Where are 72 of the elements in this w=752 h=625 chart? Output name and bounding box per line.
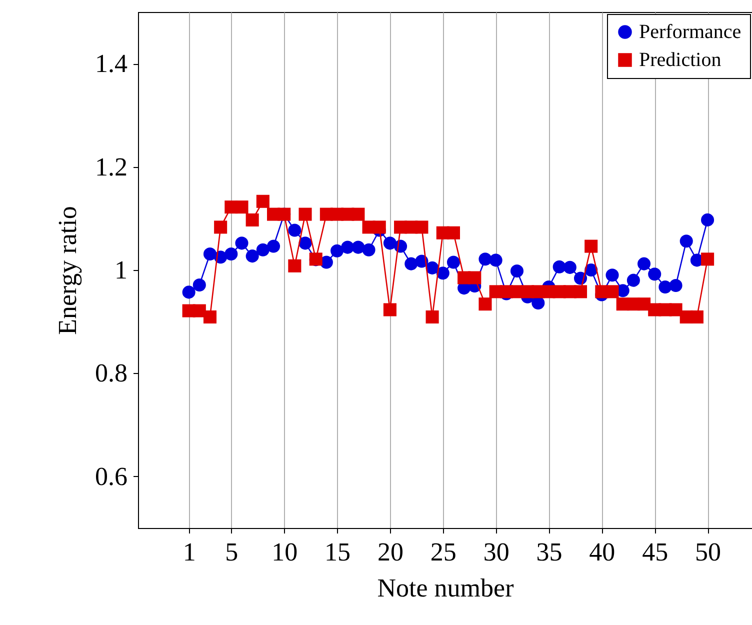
x-axis-title: Note number xyxy=(377,574,514,602)
x-tick-label: 1 xyxy=(182,538,196,566)
point xyxy=(352,208,365,221)
point xyxy=(680,234,693,248)
point xyxy=(648,268,662,281)
y-tick-label: 1.4 xyxy=(95,49,128,78)
point xyxy=(669,278,682,292)
point xyxy=(203,248,217,261)
point xyxy=(478,298,492,311)
point xyxy=(383,303,396,316)
point xyxy=(426,310,439,324)
point xyxy=(563,260,576,274)
point xyxy=(606,268,619,282)
point xyxy=(330,244,344,258)
y-tick-label: 1.2 xyxy=(95,152,128,182)
x-tick-label: 5 xyxy=(225,538,238,566)
point xyxy=(574,285,588,298)
point xyxy=(256,243,270,256)
point xyxy=(701,213,714,226)
point xyxy=(404,257,418,270)
point xyxy=(203,310,217,324)
point xyxy=(235,200,248,214)
x-tick-label: 15 xyxy=(324,538,351,566)
point xyxy=(658,280,672,294)
point xyxy=(362,243,376,256)
point xyxy=(256,194,270,208)
point xyxy=(383,236,396,250)
point xyxy=(214,220,228,234)
y-tick-label: 0.8 xyxy=(95,358,128,388)
point xyxy=(246,213,259,226)
point xyxy=(446,226,460,240)
point xyxy=(266,240,280,253)
x-tick-label: 35 xyxy=(536,538,562,566)
point xyxy=(372,220,386,234)
point xyxy=(606,285,619,298)
point xyxy=(192,278,206,292)
x-tick-label: 25 xyxy=(430,538,456,566)
point xyxy=(669,303,682,316)
point xyxy=(298,208,312,221)
point xyxy=(436,266,450,280)
point xyxy=(489,254,502,267)
y-axis-title: Energy ratio xyxy=(53,206,82,335)
x-tick-label: 10 xyxy=(272,538,298,566)
y-tick-label: 1 xyxy=(114,256,128,284)
point xyxy=(626,274,640,287)
point xyxy=(288,259,302,272)
legend-label: Prediction xyxy=(639,49,722,71)
legend-label: Performance xyxy=(639,21,742,43)
point xyxy=(235,236,248,250)
point xyxy=(192,304,206,318)
point xyxy=(246,250,259,263)
point xyxy=(446,256,460,269)
x-tick-label: 30 xyxy=(483,538,510,566)
point xyxy=(341,240,354,254)
point xyxy=(224,248,238,261)
point xyxy=(288,224,302,237)
point xyxy=(468,271,482,284)
point xyxy=(415,220,428,234)
point xyxy=(701,252,714,266)
point xyxy=(298,236,312,250)
x-tick-label: 50 xyxy=(695,538,722,566)
point xyxy=(638,257,651,270)
point xyxy=(182,286,196,299)
point xyxy=(532,296,545,310)
point xyxy=(690,310,704,324)
point xyxy=(584,240,598,253)
x-tick-label: 40 xyxy=(589,538,616,566)
point xyxy=(352,240,365,254)
y-tick-label: 0.6 xyxy=(95,462,128,491)
x-tick-label: 45 xyxy=(642,538,668,566)
x-tick-label: 20 xyxy=(377,538,404,566)
point xyxy=(510,264,524,278)
